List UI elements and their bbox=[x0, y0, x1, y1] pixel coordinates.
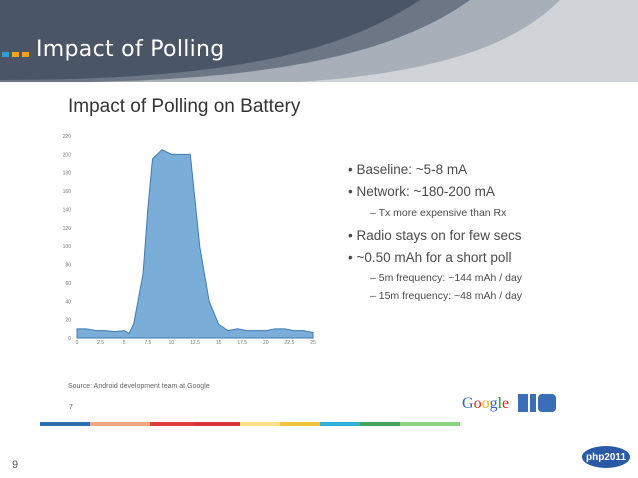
source-note: Source: Android development team at Goog… bbox=[68, 383, 210, 390]
y-axis-ticks: 0 20 40 60 80 100 120 140 160 180 200 220 bbox=[63, 134, 72, 342]
x-tick-label: 5 bbox=[123, 340, 126, 346]
sub-bullet-item: – 15m frequency: ~48 mAh / day bbox=[370, 290, 523, 302]
x-tick-label: 15 bbox=[216, 340, 222, 346]
x-axis-ticks: 0 2.5 5 7.5 10 12.5 15 17.5 20 22.5 25 bbox=[76, 340, 316, 346]
y-tick-label: 140 bbox=[63, 207, 72, 213]
x-tick-label: 20 bbox=[263, 340, 269, 346]
square-bullets-icon bbox=[2, 52, 29, 57]
x-tick-label: 7.5 bbox=[144, 340, 151, 346]
x-tick-label: 22.5 bbox=[285, 340, 295, 346]
y-tick-label: 120 bbox=[63, 226, 72, 232]
battery-area-series bbox=[76, 149, 314, 339]
php-conference-logo: php2011 bbox=[582, 446, 630, 468]
y-tick-label: 0 bbox=[68, 336, 71, 342]
y-tick-label: 160 bbox=[63, 189, 72, 195]
slide-header: Impact of Polling bbox=[0, 0, 638, 82]
sub-bullet-item: – 5m frequency: ~144 mAh / day bbox=[370, 272, 523, 284]
y-tick-label: 220 bbox=[63, 134, 72, 140]
x-tick-label: 12.5 bbox=[190, 340, 200, 346]
y-tick-label: 180 bbox=[63, 171, 72, 177]
header-swoosh bbox=[0, 0, 638, 82]
slide-number: 9 bbox=[12, 459, 19, 471]
inner-page-number: 7 bbox=[69, 404, 73, 411]
color-stripe bbox=[40, 422, 460, 426]
battery-chart: 0 20 40 60 80 100 120 140 160 180 200 220 0 2.5 5 7.5 1… bbox=[63, 134, 316, 346]
bullet-item: • Baseline: ~5-8 mA bbox=[348, 162, 468, 177]
slide-title: Impact of Polling bbox=[36, 37, 225, 62]
x-tick-label: 0 bbox=[76, 340, 79, 346]
bullet-item: • Network: ~180-200 mA bbox=[348, 184, 495, 199]
x-tick-label: 2.5 bbox=[97, 340, 104, 346]
x-tick-label: 10 bbox=[169, 340, 175, 346]
x-tick-label: 17.5 bbox=[237, 340, 247, 346]
y-tick-label: 40 bbox=[65, 299, 71, 305]
y-tick-label: 20 bbox=[65, 318, 71, 324]
bullet-item: • Radio stays on for few secs bbox=[348, 228, 522, 243]
sub-bullet-item: – Tx more expensive than Rx bbox=[370, 207, 507, 219]
y-tick-label: 80 bbox=[65, 263, 71, 269]
y-tick-label: 60 bbox=[65, 281, 71, 287]
io-logo-icon bbox=[518, 394, 556, 412]
google-logo: Google bbox=[462, 395, 510, 412]
x-tick-label: 25 bbox=[310, 340, 316, 346]
y-tick-label: 100 bbox=[63, 244, 72, 250]
chart-slide-title: Impact of Polling on Battery bbox=[68, 96, 301, 117]
y-tick-label: 200 bbox=[63, 152, 72, 158]
bullet-item: • ~0.50 mAh for a short poll bbox=[348, 250, 512, 265]
